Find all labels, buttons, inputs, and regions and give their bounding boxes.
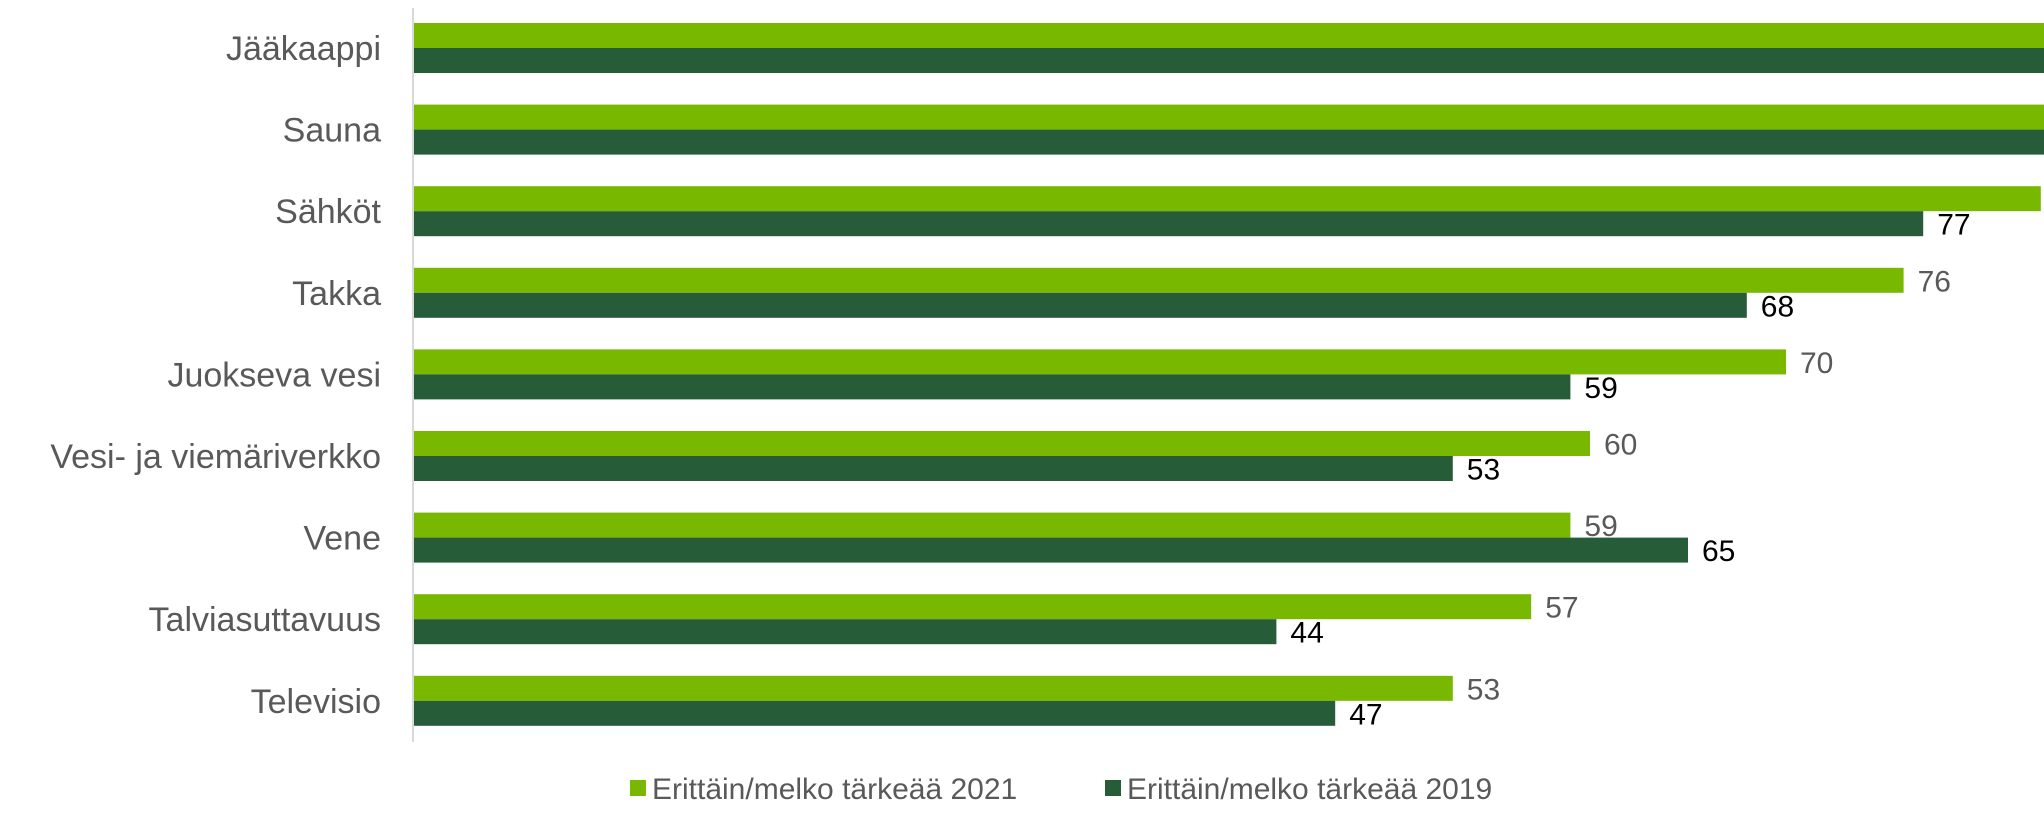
bar-2021-sahkot [414, 186, 2041, 212]
bar-2019-takka [414, 292, 1747, 318]
bar-2021-talviasuttavuus [414, 594, 1532, 620]
bar-2019-talviasuttavuus [414, 619, 1277, 645]
bar-2019-vene [414, 537, 1688, 563]
data-label-2019-juokseva-vesi: 59 [1584, 372, 1617, 405]
bar-2019-vesi-ja-viemariverkko [414, 456, 1453, 481]
category-label-vene: Vene [303, 520, 381, 558]
bar-2021-vene [414, 512, 1571, 538]
category-label-sauna: Sauna [283, 112, 381, 150]
data-label-2021-vesi-ja-viemariverkko: 60 [1604, 429, 1637, 462]
legend-swatch-2019 [1105, 780, 1121, 796]
data-label-2021-juokseva-vesi: 70 [1800, 347, 1833, 380]
bar-2021-juokseva-vesi [414, 349, 1786, 375]
data-label-2019-sahkot: 77 [1937, 209, 1970, 242]
data-label-2021-televisio: 53 [1467, 673, 1500, 706]
category-label-vesi-ja-viemariverkko: Vesi- ja viemäriverkko [50, 438, 381, 476]
bar-2021-takka [414, 267, 1904, 293]
category-label-sahkot: Sähköt [275, 193, 381, 231]
data-label-2019-vesi-ja-viemariverkko: 53 [1467, 454, 1500, 487]
legend-swatch-2021 [630, 780, 646, 796]
category-label-takka: Takka [292, 275, 381, 313]
category-label-jaakaappi: Jääkaappi [226, 30, 381, 68]
bar-2019-jaakaappi [414, 48, 2044, 73]
data-label-2021-talviasuttavuus: 57 [1545, 592, 1578, 625]
category-label-juokseva-vesi: Juokseva vesi [167, 356, 381, 394]
data-label-2019-talviasuttavuus: 44 [1290, 617, 1323, 650]
bar-2019-sahkot [414, 211, 1924, 237]
data-label-2019-vene: 65 [1702, 535, 1735, 568]
data-label-2019-takka: 68 [1761, 290, 1794, 323]
bar-2021-vesi-ja-viemariverkko [414, 431, 1590, 456]
bars-layer [414, 23, 2044, 726]
bar-2019-televisio [414, 700, 1336, 726]
data-label-2021-takka: 76 [1918, 265, 1951, 298]
data-label-2021-vene: 59 [1584, 510, 1617, 543]
legend-label-2019: Erittäin/melko tärkeää 2019 [1127, 773, 1492, 806]
bar-2021-sauna [414, 104, 2044, 130]
legend: Erittäin/melko tärkeää 2021 Erittäin/melk… [630, 773, 1492, 806]
legend-label-2021: Erittäin/melko tärkeää 2021 [652, 773, 1017, 806]
category-label-televisio: Televisio [251, 683, 381, 721]
bar-2019-juokseva-vesi [414, 374, 1571, 400]
bar-2021-televisio [414, 675, 1453, 701]
bar-2019-sauna [414, 129, 2044, 155]
data-label-2019-televisio: 47 [1349, 698, 1382, 731]
category-label-talviasuttavuus: Talviasuttavuus [149, 601, 381, 639]
labels-layer: Jääkaappi9087Sauna9088Sähköt8377Takka766… [50, 30, 1970, 731]
bar-2021-jaakaappi [414, 23, 2044, 48]
